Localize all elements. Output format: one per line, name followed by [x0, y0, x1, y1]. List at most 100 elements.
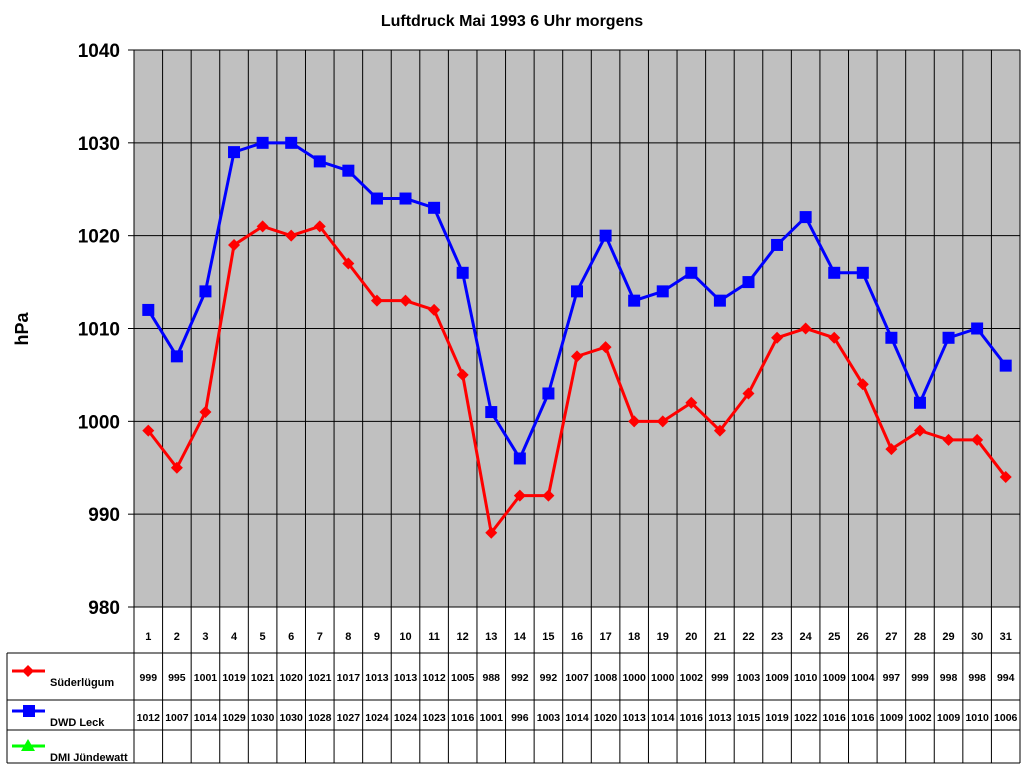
table-cell-value: 1012: [422, 672, 446, 684]
table-cell-value: 1019: [222, 672, 246, 684]
table-cell-value: 998: [940, 672, 958, 684]
table-cell-value: 1016: [451, 712, 475, 724]
legend-triangle-icon: [21, 739, 35, 751]
table-cell-value: 1005: [451, 672, 475, 684]
x-tick-label: 26: [857, 631, 869, 643]
data-point-suderlugum: [856, 378, 869, 391]
table-cell-value: 1013: [365, 672, 389, 684]
data-point-suderlugum: [713, 424, 726, 437]
x-tick-label: 25: [828, 631, 840, 643]
x-tick-label: 30: [971, 631, 983, 643]
table-cell-value: 1004: [851, 672, 875, 684]
data-point-dwd-leck: [999, 359, 1012, 372]
x-tick-label: 13: [485, 631, 497, 643]
data-point-dwd-leck: [142, 303, 155, 316]
table-cell-value: 1012: [137, 712, 161, 724]
table-cell-value: 1003: [737, 672, 761, 684]
table-cell-value: 1014: [651, 712, 675, 724]
x-tick-label: 17: [599, 631, 611, 643]
table-cell-value: 1024: [365, 712, 389, 724]
table-cell-value: 1020: [280, 672, 304, 684]
data-point-suderlugum: [370, 294, 383, 307]
data-point-suderlugum: [913, 424, 926, 437]
table-cell-value: 1023: [422, 712, 446, 724]
y-tick-label: 980: [88, 598, 120, 619]
table-cell-value: 998: [968, 672, 986, 684]
legend-square-icon: [23, 705, 35, 717]
data-point-suderlugum: [828, 331, 841, 344]
table-cell-value: 1014: [565, 712, 589, 724]
data-point-dwd-leck: [628, 294, 641, 307]
data-point-dwd-leck: [313, 155, 326, 168]
data-point-suderlugum: [513, 489, 526, 502]
x-tick-label: 19: [657, 631, 669, 643]
table-cell-value: 988: [482, 672, 500, 684]
y-tick-label: 1020: [78, 227, 120, 248]
table-cell-value: 1010: [965, 712, 989, 724]
table-cell-value: 1024: [394, 712, 418, 724]
data-point-dwd-leck: [256, 136, 269, 149]
x-tick-label: 2: [174, 631, 180, 643]
table-cell-value: 1021: [251, 672, 275, 684]
table-cell-value: 1016: [680, 712, 704, 724]
data-point-suderlugum: [656, 415, 669, 428]
x-tick-label: 12: [457, 631, 469, 643]
data-point-dwd-leck: [656, 285, 669, 298]
data-point-dwd-leck: [456, 266, 469, 279]
x-tick-label: 5: [260, 631, 266, 643]
table-cell-value: 1016: [823, 712, 847, 724]
table-cell-value: 1014: [194, 712, 218, 724]
data-point-dwd-leck: [885, 331, 898, 344]
y-axis-label: hPa: [12, 312, 32, 346]
table-cell-value: 992: [540, 672, 558, 684]
table-cell-value: 992: [511, 672, 529, 684]
data-point-dwd-leck: [428, 201, 441, 214]
data-point-suderlugum: [542, 489, 555, 502]
legend-label: DWD Leck: [50, 717, 105, 729]
data-point-suderlugum: [628, 415, 641, 428]
data-point-dwd-leck: [713, 294, 726, 307]
y-tick-label: 1000: [78, 412, 120, 433]
table-cell-value: 1010: [794, 672, 818, 684]
table-cell-value: 1008: [594, 672, 618, 684]
legend-diamond-icon: [22, 665, 34, 677]
x-tick-label: 8: [345, 631, 351, 643]
table-cell-value: 1009: [823, 672, 847, 684]
data-point-dwd-leck: [228, 146, 241, 159]
table-cell-value: 1030: [280, 712, 304, 724]
data-point-dwd-leck: [771, 238, 784, 251]
table-cell-value: 1009: [937, 712, 961, 724]
data-point-dwd-leck: [742, 276, 755, 289]
table-cell-value: 1002: [680, 672, 704, 684]
x-tick-label: 15: [542, 631, 554, 643]
table-cell-value: 994: [997, 672, 1015, 684]
data-point-suderlugum: [142, 424, 155, 437]
x-tick-label: 23: [771, 631, 783, 643]
table-cell-value: 1021: [308, 672, 332, 684]
data-point-suderlugum: [885, 443, 898, 456]
data-point-suderlugum: [228, 238, 241, 251]
x-tick-label: 3: [202, 631, 208, 643]
data-point-suderlugum: [342, 257, 355, 270]
table-cell-value: 1016: [851, 712, 875, 724]
data-point-dwd-leck: [685, 266, 698, 279]
legend-label: Süderlügum: [50, 677, 114, 689]
data-point-dwd-leck: [799, 211, 812, 224]
x-tick-label: 11: [428, 631, 440, 643]
x-tick-label: 29: [942, 631, 954, 643]
x-tick-label: 16: [571, 631, 583, 643]
table-cell-value: 1020: [594, 712, 618, 724]
table-cell-value: 1000: [651, 672, 675, 684]
data-point-suderlugum: [285, 229, 298, 242]
data-point-suderlugum: [456, 368, 469, 381]
data-point-suderlugum: [999, 471, 1012, 484]
table-cell-value: 1007: [165, 712, 189, 724]
table-cell-value: 1001: [194, 672, 218, 684]
table-cell-value: 1001: [480, 712, 504, 724]
x-tick-label: 7: [317, 631, 323, 643]
table-cell-value: 1009: [880, 712, 904, 724]
table-cell-value: 1007: [565, 672, 589, 684]
x-tick-label: 24: [800, 631, 813, 643]
y-tick-label: 1010: [78, 320, 120, 341]
table-cell-value: 999: [140, 672, 158, 684]
